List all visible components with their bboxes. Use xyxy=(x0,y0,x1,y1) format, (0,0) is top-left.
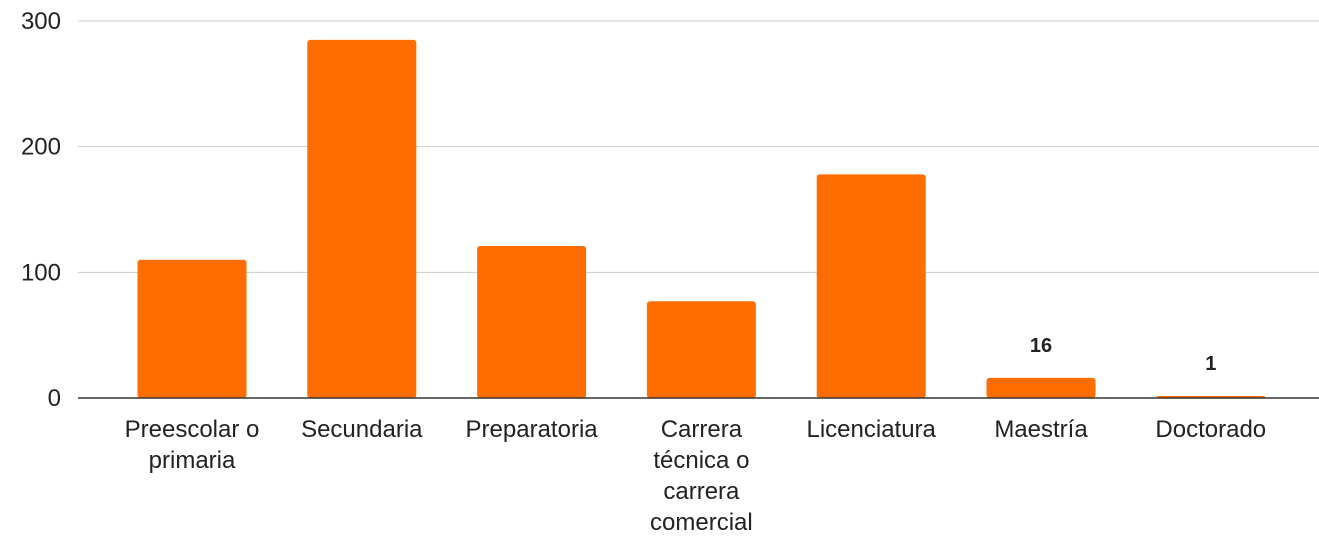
data-label: 1 xyxy=(1205,353,1216,375)
bar xyxy=(816,174,926,398)
bars xyxy=(137,39,1266,398)
x-tick-label: Licenciatura xyxy=(806,416,936,443)
x-tick-label: técnica o xyxy=(653,447,749,474)
y-tick-label: 200 xyxy=(21,134,61,161)
bar xyxy=(137,259,247,398)
bar xyxy=(986,377,1096,398)
y-tick-label: 100 xyxy=(21,259,61,286)
x-tick-label: Doctorado xyxy=(1155,416,1266,443)
x-tick-label: Preescolar o xyxy=(125,416,260,443)
data-label: 16 xyxy=(1030,335,1052,357)
x-tick-label: Carrera xyxy=(661,416,743,443)
y-tick-label: 300 xyxy=(21,8,61,35)
y-axis-ticks: 0 100 200 300 xyxy=(21,8,61,412)
x-tick-label: carrera xyxy=(663,478,740,505)
x-tick-label: Maestría xyxy=(994,416,1088,443)
bar xyxy=(307,39,417,398)
x-tick-label: Secundaria xyxy=(301,416,423,443)
y-tick-label: 0 xyxy=(48,385,61,412)
x-tick-label: primaria xyxy=(149,447,236,474)
x-axis-category-labels: Preescolar o primaria Secundaria Preparator… xyxy=(125,416,1267,536)
x-tick-label: comercial xyxy=(650,509,753,536)
x-tick-label: Preparatoria xyxy=(466,416,599,443)
bar xyxy=(646,301,756,398)
data-labels: 16 1 xyxy=(1030,335,1216,375)
bar xyxy=(477,245,587,398)
gridlines xyxy=(78,20,1319,273)
